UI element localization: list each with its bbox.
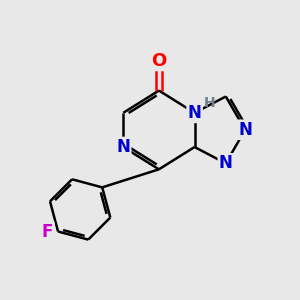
Text: F: F [42,223,53,241]
Text: O: O [151,52,166,70]
Text: H: H [204,96,216,110]
Text: N: N [238,121,252,139]
Text: N: N [116,138,130,156]
Text: N: N [188,104,202,122]
Text: N: N [219,154,233,172]
